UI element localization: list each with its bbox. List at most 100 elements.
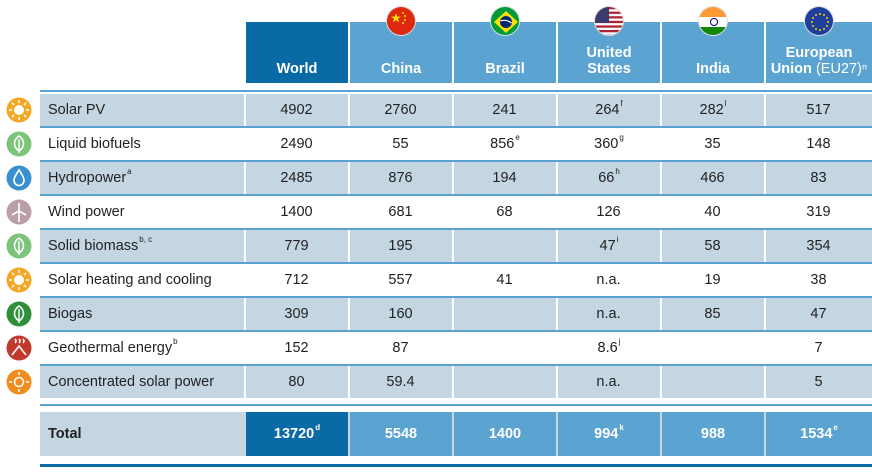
table-cell: 47i: [558, 230, 660, 262]
table-cell: 876: [350, 162, 452, 194]
column-header-united-states: United States: [558, 22, 660, 83]
column-separator: [452, 298, 454, 330]
table-cell: 80: [246, 366, 348, 398]
column-separator: [348, 264, 350, 296]
column-separator: [660, 332, 662, 364]
table-cell: n.a.: [558, 366, 660, 398]
cell-value: n.a.: [596, 272, 621, 288]
row-label-text: Wind power: [48, 204, 125, 220]
row-label: Geothermal energyb: [48, 332, 178, 364]
column-separator: [660, 264, 662, 296]
column-separator: [244, 298, 246, 330]
cell-value: 80: [288, 374, 305, 390]
total-value: 5548: [384, 426, 418, 442]
table-cell: 354: [766, 230, 872, 262]
cell-value: 35: [704, 136, 721, 152]
column-separator: [348, 196, 350, 228]
table-cell: 19: [662, 264, 764, 296]
row-divider: [40, 160, 872, 162]
column-separator: [764, 298, 766, 330]
row-divider: [40, 126, 872, 128]
total-divider: [40, 404, 872, 406]
cell-footnote: e: [515, 133, 520, 142]
cell-value: 282: [699, 102, 724, 118]
cell-footnote: j: [618, 337, 621, 346]
cell-value: 7: [814, 340, 823, 356]
cell-value: 194: [492, 170, 517, 186]
column-separator: [556, 196, 558, 228]
cell-value: 148: [806, 136, 831, 152]
cell-value: 2490: [280, 136, 313, 152]
total-united-states: 994k: [558, 412, 660, 456]
column-separator: [244, 366, 246, 398]
column-separator: [660, 366, 662, 398]
table-cell: 87: [350, 332, 452, 364]
table-cell: n.a.: [558, 264, 660, 296]
table-cell: 681: [350, 196, 452, 228]
column-separator: [556, 230, 558, 262]
table-cell: 241: [454, 94, 556, 126]
row-divider: [40, 194, 872, 196]
column-header-label: China: [380, 61, 422, 77]
row-divider: [40, 228, 872, 230]
table-cell: 68: [454, 196, 556, 228]
column-separator: [244, 332, 246, 364]
cell-value: 126: [596, 204, 621, 220]
cell-value: 8.6: [597, 340, 618, 356]
table-cell: 66h: [558, 162, 660, 194]
cell-value: 87: [392, 340, 409, 356]
table-cell: 83: [766, 162, 872, 194]
header-divider: [40, 90, 872, 92]
column-separator: [660, 230, 662, 262]
wind-turbine-icon: [6, 199, 32, 225]
india-flag-icon: [698, 6, 728, 36]
column-separator: [556, 366, 558, 398]
total-india: 988: [662, 412, 764, 456]
table-cell: 557: [350, 264, 452, 296]
row-label: Liquid biofuels: [48, 128, 142, 160]
cell-value: 712: [284, 272, 309, 288]
table-cell: 517: [766, 94, 872, 126]
column-separator: [556, 162, 558, 194]
cell-value: 557: [388, 272, 413, 288]
row-divider: [40, 262, 872, 264]
total-world: 13720d: [246, 412, 348, 456]
row-label: Solar heating and cooling: [48, 264, 213, 296]
column-separator: [660, 162, 662, 194]
row-label-text: Geothermal energy: [48, 340, 173, 356]
leaf-icon: [6, 131, 32, 157]
table-cell: 264f: [558, 94, 660, 126]
china-flag-icon: [386, 6, 416, 36]
column-separator: [244, 196, 246, 228]
column-separator: [764, 94, 766, 126]
cell-value: 68: [496, 204, 513, 220]
column-separator: [452, 366, 454, 398]
column-header-sub: (EU27)ⁿ: [815, 61, 868, 77]
row-label-footnote: a: [127, 167, 132, 176]
brazil-flag-icon: [490, 6, 520, 36]
column-separator: [244, 128, 246, 160]
cell-value: 779: [284, 238, 309, 254]
column-separator: [556, 128, 558, 160]
european-union-flag-icon: [804, 6, 834, 36]
cell-value: 2760: [384, 102, 417, 118]
cell-value: 856: [490, 136, 515, 152]
column-separator: [556, 264, 558, 296]
column-separator: [452, 196, 454, 228]
cell-value: 83: [810, 170, 827, 186]
table-cell: 195: [350, 230, 452, 262]
row-label-footnote: b, c: [139, 235, 153, 244]
column-separator: [244, 264, 246, 296]
cell-value: 466: [700, 170, 725, 186]
table-cell: n.a.: [558, 298, 660, 330]
row-label-text: Solar heating and cooling: [48, 272, 212, 288]
row-divider: [40, 364, 872, 366]
row-label-text: Hydropower: [48, 170, 127, 186]
cell-value: 5: [814, 374, 823, 390]
row-label-text: Solid biomass: [48, 238, 139, 254]
table-row: Concentrated solar power 80 59.4 n.a. 5: [40, 366, 872, 398]
table-row: Wind power 1400 681 68 126 40 319: [40, 196, 872, 228]
table-cell: 126: [558, 196, 660, 228]
table-row: Geothermal energyb 152 87 8.6j 7: [40, 332, 872, 364]
sun-icon: [6, 97, 32, 123]
